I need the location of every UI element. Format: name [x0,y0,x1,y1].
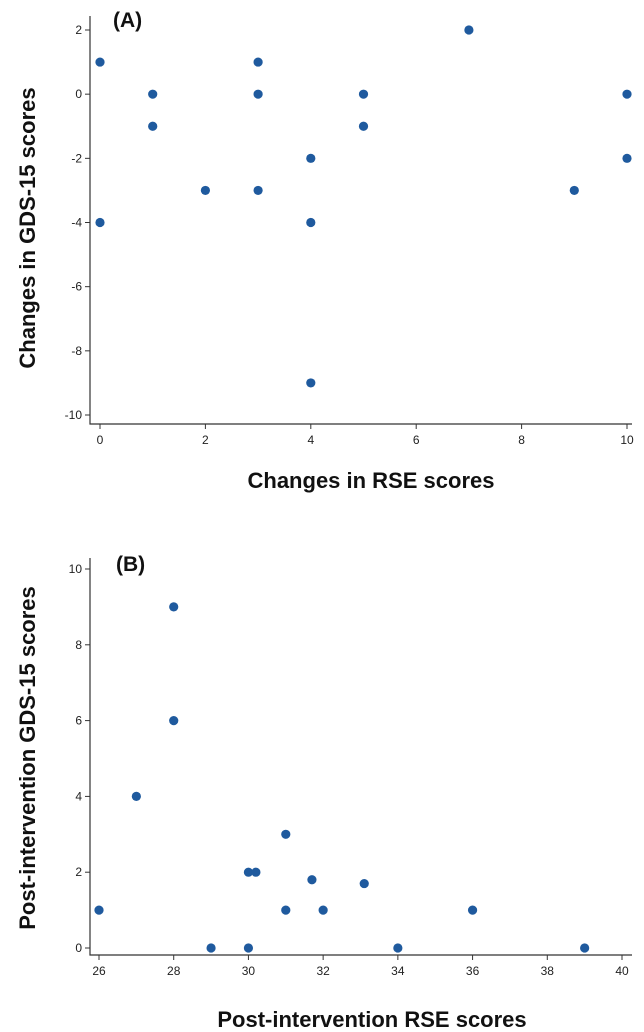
y-tick-label: 2 [75,23,82,37]
data-point [169,716,179,726]
panel-a-y-label: Changes in GDS-15 scores [15,87,40,368]
x-tick-label: 10 [620,433,634,447]
data-point [281,905,291,915]
data-point [243,943,254,953]
data-point [393,943,403,953]
panel-b-y-label: Post-intervention GDS-15 scores [15,586,40,930]
data-point [307,875,317,885]
x-tick-label: 40 [615,964,629,978]
data-point [200,185,210,196]
y-tick-label: 0 [75,87,82,101]
data-point [569,185,579,196]
data-point [253,57,263,67]
panel-a-points [95,25,632,388]
data-point [251,867,261,877]
data-point [131,791,141,802]
y-tick-label: -2 [71,151,82,165]
y-tick-label: -10 [65,408,83,422]
data-point [622,153,632,163]
panel-b-points [94,602,590,953]
x-tick-label: 6 [413,433,420,447]
data-point [253,89,263,99]
data-point [318,905,328,915]
x-tick-label: 0 [97,433,104,447]
data-point [358,121,369,131]
x-tick-label: 26 [92,964,106,978]
y-tick-label: 2 [75,865,82,879]
data-point [580,943,590,953]
panel-a-axes [89,16,632,425]
data-point [95,57,105,67]
y-tick-label: -8 [71,344,82,358]
y-tick-label: 0 [75,941,82,955]
y-tick-label: 6 [75,714,82,728]
x-tick-label: 4 [307,433,314,447]
y-tick-label: 4 [75,789,82,803]
data-point [148,89,158,99]
x-tick-label: 2 [202,433,209,447]
data-point [306,378,316,388]
panel-b-x-ticks: 26 28 30 32 34 36 38 40 [92,955,629,978]
data-point [94,905,104,915]
panel-a-x-ticks: 0 2 4 6 8 10 [97,424,634,447]
y-tick-label: 8 [75,638,82,652]
x-tick-label: 36 [466,964,480,978]
panel-b-x-label: Post-intervention RSE scores [217,1007,526,1032]
panel-a: (A) 0 2 4 6 8 10 2 0 -2 -4 -6 -8 -10 Changes in RSE… [15,9,634,493]
data-point [306,153,316,163]
panel-b-axes [89,558,632,956]
x-tick-label: 8 [518,433,525,447]
panel-b-y-ticks: 10 8 6 4 2 0 [69,562,90,955]
data-point [95,217,105,228]
panel-a-y-ticks: 2 0 -2 -4 -6 -8 -10 [65,23,90,422]
data-point [148,121,158,131]
x-tick-label: 32 [316,964,330,978]
panel-a-label: (A) [113,9,142,32]
data-point [253,185,263,196]
y-tick-label: -4 [71,216,82,230]
data-point [281,829,291,839]
panel-a-x-label: Changes in RSE scores [248,468,495,493]
x-tick-label: 28 [167,964,181,978]
data-point [359,878,369,889]
x-tick-label: 34 [391,964,405,978]
x-tick-label: 30 [242,964,256,978]
data-point [206,943,216,953]
data-point [358,89,369,99]
data-point [464,25,474,35]
data-point [622,89,632,99]
panel-b-label: (B) [116,553,145,576]
y-tick-label: -6 [71,280,82,294]
data-point [169,602,179,612]
data-point [243,867,254,877]
data-point [306,217,316,228]
panel-b: (B) 26 28 30 32 34 36 38 40 10 8 6 4 2 0 Post-interv… [15,553,632,1032]
x-tick-label: 38 [541,964,555,978]
y-tick-label: 10 [69,562,83,576]
data-point [467,905,478,915]
